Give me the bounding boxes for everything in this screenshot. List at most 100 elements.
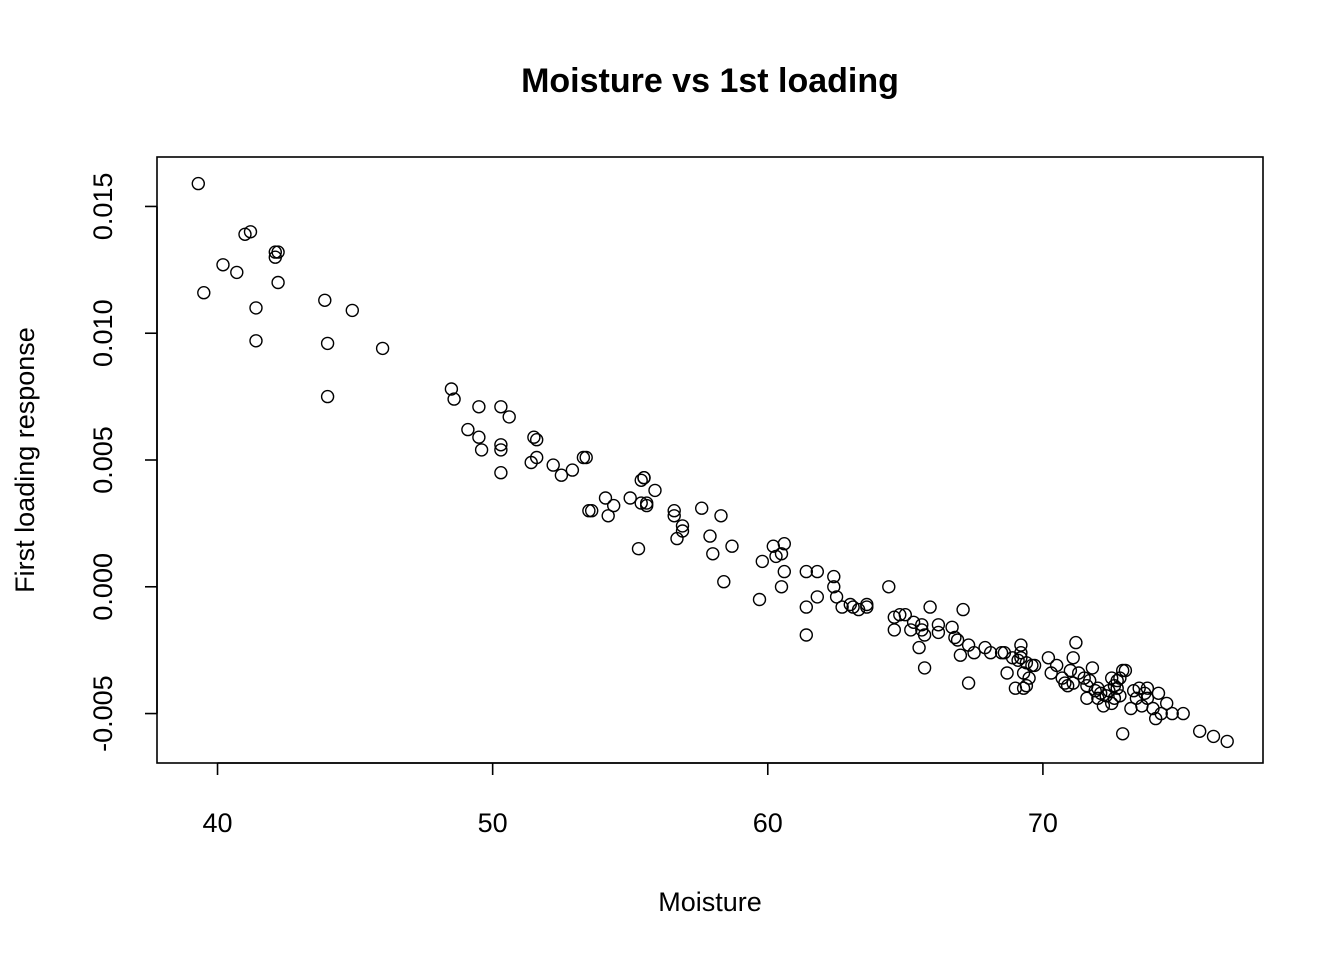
data-point	[249, 334, 263, 348]
data-point	[494, 438, 508, 452]
data-point	[345, 303, 359, 318]
data-point	[631, 542, 646, 556]
data-point	[1000, 666, 1014, 680]
data-point	[1176, 706, 1190, 721]
data-point	[827, 580, 841, 594]
data-point	[912, 640, 926, 655]
data-point	[494, 466, 508, 480]
data-point	[320, 336, 335, 351]
data-point	[1011, 653, 1025, 667]
data-point	[882, 580, 896, 594]
data-point	[667, 509, 681, 523]
data-point	[714, 509, 728, 523]
x-tick-label: 70	[1028, 808, 1058, 838]
data-point	[860, 600, 874, 614]
data-point	[1159, 696, 1174, 711]
x-axis-label: Moisture	[658, 887, 762, 917]
data-point	[1165, 706, 1179, 721]
data-point	[318, 293, 332, 307]
data-point	[777, 537, 791, 551]
x-tick-label: 60	[753, 808, 783, 838]
data-point	[444, 382, 459, 396]
data-point	[546, 458, 560, 472]
data-point	[598, 491, 613, 505]
y-tick-label: -0.005	[88, 675, 118, 752]
data-point	[931, 625, 946, 640]
y-tick-label: 0.015	[88, 173, 118, 241]
data-point	[904, 623, 918, 637]
data-point	[1080, 691, 1094, 705]
data-point	[799, 564, 813, 579]
data-point	[1063, 663, 1078, 678]
data-point	[1014, 646, 1028, 660]
data-point	[953, 648, 968, 662]
data-point	[1151, 686, 1166, 700]
data-point	[601, 509, 615, 523]
data-point	[917, 628, 932, 642]
data-point	[810, 564, 824, 579]
data-point	[1192, 724, 1207, 738]
data-point	[1069, 635, 1083, 650]
data-point	[502, 410, 516, 424]
data-point	[1110, 681, 1124, 695]
data-point	[799, 600, 813, 614]
data-point	[1154, 706, 1168, 721]
data-point	[472, 400, 486, 414]
data-point	[1118, 663, 1133, 678]
data-point	[607, 498, 621, 513]
data-point	[1140, 681, 1155, 695]
data-point	[774, 580, 789, 594]
data-point	[774, 547, 789, 561]
data-point	[474, 443, 489, 457]
data-point	[375, 341, 390, 356]
data-point	[717, 575, 731, 589]
data-point	[898, 608, 912, 622]
data-point	[579, 450, 593, 465]
data-point	[725, 539, 739, 553]
data-point	[320, 389, 335, 404]
data-point	[1206, 729, 1221, 744]
data-point	[1085, 661, 1100, 675]
data-point	[829, 590, 844, 604]
data-point	[249, 301, 263, 315]
data-point	[675, 524, 690, 538]
data-point	[565, 463, 580, 477]
data-point	[1027, 658, 1042, 673]
data-point	[637, 471, 651, 485]
data-point	[648, 483, 662, 498]
data-point	[923, 600, 937, 614]
data-point	[961, 676, 976, 690]
data-point	[576, 450, 591, 465]
x-tick-label: 50	[478, 808, 508, 838]
y-tick-label: 0.010	[88, 299, 118, 367]
data-point	[1041, 651, 1056, 665]
data-point	[447, 392, 461, 406]
data-point	[695, 501, 709, 515]
data-point	[1140, 691, 1155, 705]
data-point	[1058, 676, 1072, 690]
data-point	[906, 615, 921, 629]
data-point	[994, 646, 1009, 660]
x-tick-label: 40	[203, 808, 233, 838]
data-point	[640, 496, 654, 510]
data-point	[827, 569, 841, 584]
data-point	[197, 286, 211, 300]
data-point	[799, 628, 813, 642]
data-point	[527, 430, 541, 444]
data-point	[216, 258, 230, 272]
data-point	[752, 592, 767, 607]
data-point	[1110, 673, 1124, 688]
data-point	[530, 450, 544, 465]
data-point	[271, 245, 285, 259]
data-point	[585, 504, 599, 518]
data-points	[191, 176, 1234, 749]
data-point	[1115, 663, 1130, 678]
data-point	[472, 430, 486, 444]
data-point	[634, 473, 648, 487]
data-point	[931, 618, 946, 632]
data-point	[967, 646, 981, 660]
data-point	[1049, 658, 1064, 673]
y-tick-label: 0.005	[88, 426, 118, 494]
data-point	[554, 468, 569, 482]
